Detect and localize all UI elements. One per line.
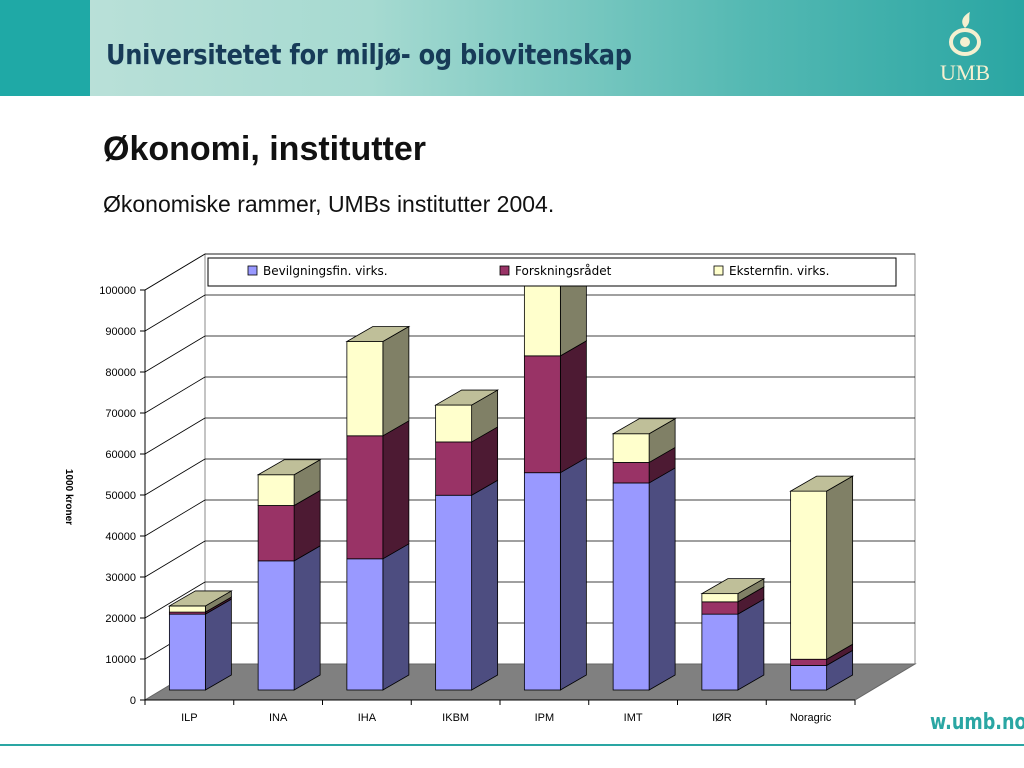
x-tick-label: ILP — [181, 712, 198, 724]
bar-side — [382, 325, 410, 437]
page-title: Økonomi, institutter — [103, 130, 426, 168]
x-tick-label: INA — [269, 712, 288, 724]
bar-segment — [168, 613, 206, 691]
bar-side — [382, 543, 410, 691]
x-tick-label: Noragric — [790, 712, 832, 724]
y-tick-label: 30000 — [105, 572, 136, 584]
y-tick-label: 60000 — [105, 449, 136, 461]
umb-logo: UMB — [930, 8, 1000, 88]
gridline-side — [144, 253, 206, 291]
bar-segment — [701, 601, 739, 615]
bar-segment — [168, 605, 206, 613]
bar-segment — [257, 505, 295, 562]
bar-segment — [523, 355, 561, 474]
university-name: Universitetet for miljø- og biovitenskap — [106, 38, 632, 71]
legend-label: Forskningsrådet — [515, 264, 612, 278]
legend-label: Eksternfin. virks. — [729, 264, 829, 278]
bar-side — [382, 420, 410, 560]
y-tick-label: 90000 — [105, 326, 136, 338]
bar-segment — [523, 283, 561, 357]
bar-segment — [612, 462, 650, 484]
gridline-side — [144, 294, 206, 332]
bar-segment — [790, 490, 828, 660]
gridline-side — [144, 376, 206, 414]
legend-swatch — [247, 265, 258, 276]
gridline-side — [144, 458, 206, 496]
page-subtitle: Økonomiske rammer, UMBs institutter 2004… — [103, 191, 555, 217]
bar-segment — [435, 494, 473, 691]
legend — [207, 257, 897, 287]
legend-swatch — [499, 265, 510, 276]
bar-top — [167, 590, 233, 607]
x-tick-label: IKBM — [442, 712, 469, 724]
bar-segment — [790, 665, 828, 691]
bar-segment — [346, 341, 384, 437]
y-tick-label: 10000 — [105, 654, 136, 666]
bar-segment — [346, 558, 384, 691]
bar-side — [559, 457, 587, 691]
bar-segment — [701, 613, 739, 691]
bar-side — [471, 479, 499, 691]
bar-top — [345, 326, 411, 342]
bar-segment — [435, 404, 473, 443]
bar-segment — [257, 474, 295, 506]
footer-divider — [0, 744, 1024, 746]
bar-top — [256, 459, 322, 476]
y-tick-label: 100000 — [99, 285, 136, 297]
y-tick-label: 40000 — [105, 531, 136, 543]
gridline-side — [144, 540, 206, 578]
gridline-side — [144, 499, 206, 537]
bar-segment — [346, 435, 384, 560]
y-tick-label: 50000 — [105, 490, 136, 502]
legend-swatch — [713, 265, 724, 276]
bar-top — [700, 578, 766, 595]
bar-segment — [435, 441, 473, 496]
y-axis-label: 1000 kroner — [63, 469, 74, 525]
bar-side — [648, 467, 676, 691]
bar-segment — [523, 472, 561, 691]
y-tick-label: 0 — [130, 695, 136, 707]
gridline-side — [144, 335, 206, 373]
bar-side — [204, 598, 232, 691]
legend-label: Bevilgningsfin. virks. — [263, 264, 388, 278]
x-tick-label: IØR — [712, 712, 732, 724]
y-tick-label: 70000 — [105, 408, 136, 420]
y-tick-label: 80000 — [105, 367, 136, 379]
bar-segment — [790, 658, 828, 666]
bar-side — [293, 545, 321, 691]
y-tick-label: 20000 — [105, 613, 136, 625]
bar-segment — [612, 482, 650, 691]
bar-top — [789, 475, 855, 492]
logo-text: UMB — [939, 60, 991, 85]
bar-side — [737, 598, 765, 691]
bar-top — [434, 389, 500, 406]
x-tick-label: IMT — [624, 712, 643, 724]
bar-side — [559, 340, 587, 474]
bar-top — [611, 418, 677, 435]
banner-gradient — [90, 0, 1024, 96]
header-banner: Universitetet for miljø- og biovitenskap… — [0, 0, 1024, 96]
gridline-side — [144, 417, 206, 455]
bar-segment — [257, 560, 295, 691]
x-tick-label: IPM — [535, 712, 555, 724]
footer-url: w.umb.no — [930, 710, 1024, 735]
bar-segment — [701, 593, 739, 603]
logo-emblem-icon — [949, 12, 981, 56]
gridline-side — [144, 581, 206, 619]
x-tick-label: IHA — [358, 712, 377, 724]
bar-segment — [612, 433, 650, 463]
banner-accent — [0, 0, 90, 96]
bar-side — [826, 475, 854, 660]
